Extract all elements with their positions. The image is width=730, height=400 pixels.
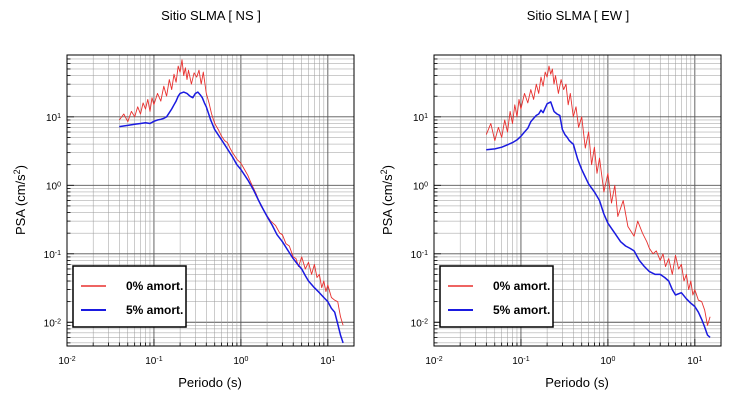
- x-tick-label: 101: [687, 356, 702, 368]
- y-axis-label-superscript: 2: [379, 169, 389, 174]
- series-lines: [118, 59, 344, 344]
- x-tick-label: 10-1: [512, 356, 529, 368]
- legend-label-5pct: 5% amort.: [126, 303, 183, 317]
- x-axis-label: Periodo (s): [545, 375, 609, 390]
- y-tick-label: 101: [46, 112, 61, 124]
- x-tick-labels: 10-2 10-1 100 101: [58, 356, 335, 368]
- y-axis-label: PSA (cm/s2): [379, 165, 395, 235]
- x-tick-labels: 10-2 10-1 100 101: [425, 356, 702, 368]
- chart-title: Sitio SLMA [ NS ]: [161, 8, 261, 23]
- legend-label-0pct: 0% amort.: [126, 279, 183, 293]
- chart-panel-ew: Sitio SLMA [ EW ] 10-2 10-1 100 101 10-210-…: [379, 8, 722, 390]
- y-tick-label: 10-1: [411, 249, 428, 261]
- y-tick-label: 101: [413, 112, 428, 124]
- y-tick-label: 100: [46, 181, 61, 193]
- y-tick-label: 10-1: [44, 249, 61, 261]
- x-tick-label: 101: [320, 356, 335, 368]
- plot-frame: [66, 54, 355, 347]
- y-axis-label-superscript: 2: [12, 169, 22, 174]
- y-tick-labels: 10-2 10-1 100 101: [411, 112, 428, 329]
- y-tick-label: 10-2: [411, 318, 428, 330]
- series-line-5pct-damping: [119, 91, 344, 344]
- series-line-5pct-damping: [486, 101, 711, 338]
- plot-frame: [433, 54, 722, 347]
- legend-box: [439, 265, 554, 328]
- legend-label-5pct: 5% amort.: [493, 303, 550, 317]
- series-lines: [485, 65, 711, 338]
- series-line-0pct-damping: [485, 65, 711, 326]
- y-tick-label: 10-2: [44, 318, 61, 330]
- x-tick-label: 10-2: [58, 356, 75, 368]
- legend-label-0pct: 0% amort.: [493, 279, 550, 293]
- x-axis-label: Periodo (s): [178, 375, 242, 390]
- legend: 0% amort. 5% amort.: [439, 265, 554, 328]
- chart-title: Sitio SLMA [ EW ]: [527, 8, 630, 23]
- y-tick-labels: 10-2 10-1 100 101: [44, 112, 61, 329]
- legend: 0% amort. 5% amort.: [72, 265, 187, 328]
- y-tick-label: 100: [413, 181, 428, 193]
- legend-box: [72, 265, 187, 328]
- series-line-0pct-damping: [118, 59, 344, 326]
- x-tick-label: 10-2: [425, 356, 442, 368]
- y-axis-label: PSA (cm/s2): [12, 165, 28, 235]
- x-tick-label: 10-1: [145, 356, 162, 368]
- x-tick-label: 100: [233, 356, 248, 368]
- chart-panel-ns: Sitio SLMA [ NS ] 10-2 10-1 100 101 10-210-…: [12, 8, 355, 390]
- x-tick-label: 100: [600, 356, 615, 368]
